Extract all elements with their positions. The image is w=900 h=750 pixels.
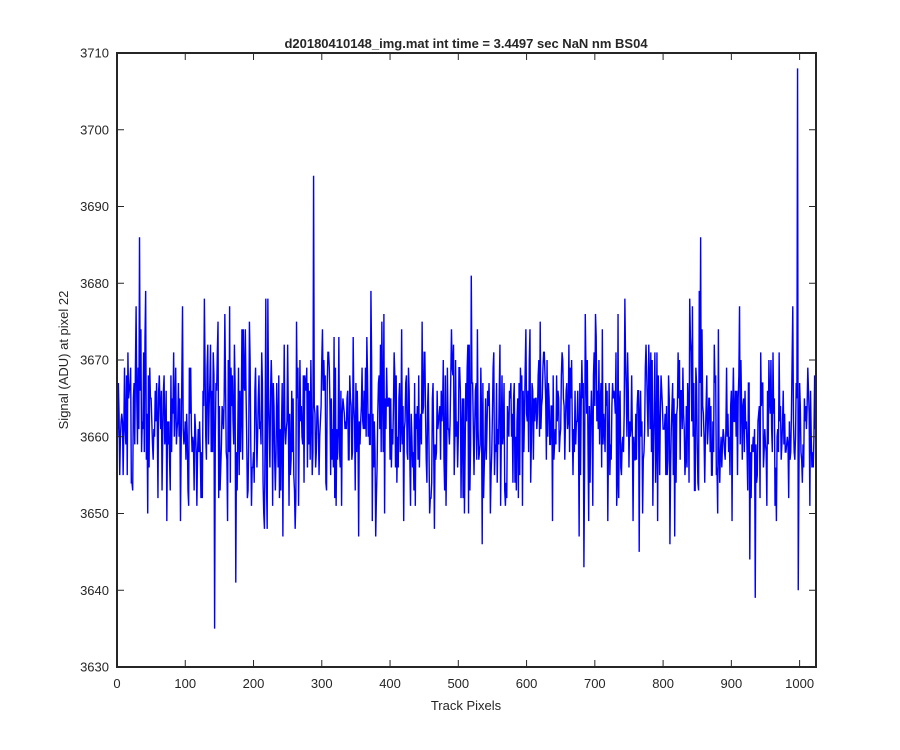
y-axis-label: Signal (ADU) at pixel 22 <box>56 291 71 430</box>
y-tick-label: 3680 <box>80 276 109 291</box>
x-tick-label: 600 <box>516 676 538 691</box>
x-tick-label: 700 <box>584 676 606 691</box>
x-tick-label: 100 <box>174 676 196 691</box>
x-tick-label: 900 <box>721 676 743 691</box>
y-tick-label: 3640 <box>80 583 109 598</box>
x-tick-label: 500 <box>447 676 469 691</box>
y-tick-label: 3650 <box>80 506 109 521</box>
y-tick-label: 3700 <box>80 122 109 137</box>
x-tick-label: 200 <box>243 676 265 691</box>
x-tick-label: 400 <box>379 676 401 691</box>
y-tick-label: 3670 <box>80 353 109 368</box>
chart-title: d20180410148_img.mat int time = 3.4497 s… <box>284 36 648 51</box>
y-tick-label: 3660 <box>80 429 109 444</box>
x-tick-label: 300 <box>311 676 333 691</box>
x-axis-ticks: 0 100 200 300 400 500 600 700 800 900 1000 <box>113 53 814 691</box>
x-tick-label: 800 <box>652 676 674 691</box>
series-layer <box>116 68 817 629</box>
y-tick-label: 3710 <box>80 46 109 61</box>
series-line <box>116 68 817 629</box>
x-axis-label: Track Pixels <box>431 698 502 713</box>
y-tick-label: 3630 <box>80 660 109 675</box>
y-tick-label: 3690 <box>80 199 109 214</box>
y-axis-ticks: 3630 3640 3650 3660 3670 3680 3690 3700 3710 <box>80 46 816 675</box>
plot-area <box>117 53 816 667</box>
x-tick-label: 1000 <box>785 676 814 691</box>
x-tick-label: 0 <box>113 676 120 691</box>
